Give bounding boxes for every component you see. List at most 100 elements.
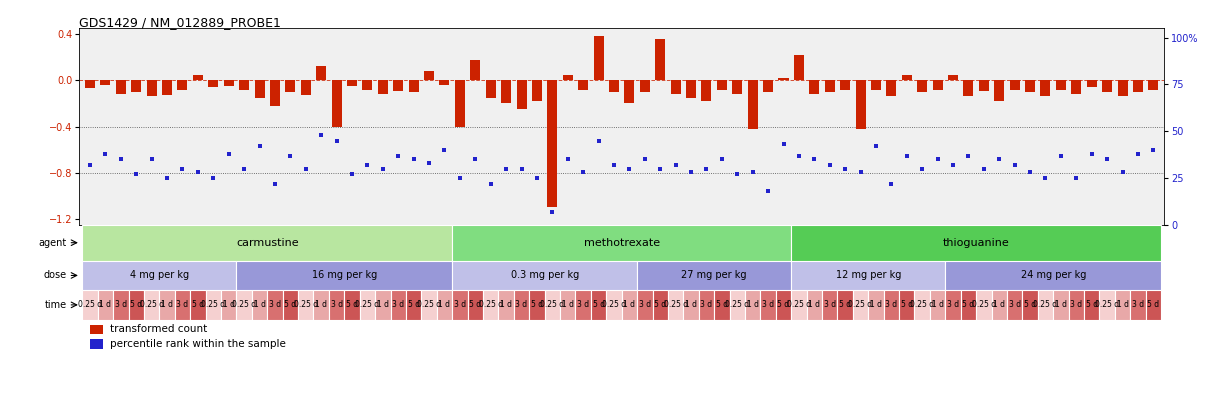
Text: 1 d: 1 d bbox=[254, 301, 266, 309]
Text: 1 d: 1 d bbox=[808, 301, 820, 309]
Bar bbox=[729, 290, 745, 320]
Bar bbox=[837, 290, 853, 320]
Text: 0.25 d: 0.25 d bbox=[972, 301, 996, 309]
Bar bbox=[239, 80, 249, 90]
Bar bbox=[995, 80, 1004, 101]
Text: 5 d: 5 d bbox=[530, 301, 542, 309]
Text: 1 d: 1 d bbox=[500, 301, 512, 309]
Text: dose: dose bbox=[44, 271, 67, 280]
Point bbox=[974, 165, 993, 172]
Bar bbox=[976, 290, 991, 320]
Point bbox=[219, 150, 239, 157]
Bar bbox=[236, 290, 252, 320]
Bar bbox=[560, 290, 575, 320]
Point bbox=[80, 162, 100, 168]
Text: 4 mg per kg: 4 mg per kg bbox=[129, 271, 189, 280]
Bar bbox=[610, 80, 619, 92]
Bar bbox=[624, 80, 634, 103]
Bar bbox=[684, 290, 698, 320]
Bar bbox=[83, 290, 98, 320]
Bar bbox=[900, 290, 914, 320]
Bar bbox=[1086, 80, 1097, 87]
Text: 5 d: 5 d bbox=[655, 301, 667, 309]
Bar bbox=[948, 75, 958, 80]
Text: 0.25 d: 0.25 d bbox=[78, 301, 102, 309]
Point bbox=[389, 152, 408, 159]
Text: 3 d: 3 d bbox=[115, 301, 127, 309]
Text: 5 d: 5 d bbox=[1086, 301, 1098, 309]
Point bbox=[1051, 152, 1070, 159]
Bar bbox=[578, 80, 589, 90]
Point bbox=[558, 156, 578, 162]
Bar bbox=[283, 290, 299, 320]
Bar bbox=[313, 290, 329, 320]
Text: 0.25 d: 0.25 d bbox=[417, 301, 441, 309]
Bar bbox=[933, 80, 942, 90]
Point bbox=[373, 165, 393, 172]
Text: 0.25 d: 0.25 d bbox=[786, 301, 811, 309]
Text: 1 d: 1 d bbox=[377, 301, 389, 309]
Bar bbox=[529, 290, 545, 320]
Bar bbox=[85, 80, 95, 88]
Bar bbox=[747, 80, 758, 129]
Text: 0.25 d: 0.25 d bbox=[663, 301, 688, 309]
Text: 0.25 d: 0.25 d bbox=[1095, 301, 1119, 309]
Point bbox=[758, 188, 778, 194]
Text: 1 d: 1 d bbox=[993, 301, 1006, 309]
Bar bbox=[652, 290, 668, 320]
Bar bbox=[698, 290, 714, 320]
Point bbox=[742, 169, 762, 176]
Point bbox=[512, 165, 531, 172]
Text: 3 d: 3 d bbox=[947, 301, 959, 309]
Bar bbox=[991, 290, 1007, 320]
Bar bbox=[791, 261, 945, 290]
Point bbox=[881, 180, 901, 187]
Bar bbox=[408, 80, 418, 92]
Point bbox=[867, 143, 886, 149]
Text: 3 d: 3 d bbox=[177, 301, 189, 309]
Bar bbox=[1084, 290, 1100, 320]
Point bbox=[296, 165, 316, 172]
Bar bbox=[686, 80, 696, 98]
Bar bbox=[224, 80, 234, 86]
Point bbox=[805, 156, 824, 162]
Bar bbox=[1115, 290, 1130, 320]
Text: 0.25 d: 0.25 d bbox=[725, 301, 750, 309]
Point bbox=[357, 162, 377, 168]
Point bbox=[835, 165, 855, 172]
Bar bbox=[822, 290, 837, 320]
Bar bbox=[791, 290, 807, 320]
Bar bbox=[963, 80, 974, 96]
Text: 1 d: 1 d bbox=[161, 301, 173, 309]
Point bbox=[589, 137, 608, 144]
Text: 0.25 d: 0.25 d bbox=[602, 301, 627, 309]
Bar bbox=[670, 80, 680, 94]
Text: GDS1429 / NM_012889_PROBE1: GDS1429 / NM_012889_PROBE1 bbox=[79, 16, 282, 29]
Bar bbox=[1130, 290, 1146, 320]
Text: 5 d: 5 d bbox=[716, 301, 728, 309]
Bar bbox=[714, 290, 729, 320]
Bar bbox=[591, 290, 606, 320]
Text: 3 d: 3 d bbox=[762, 301, 774, 309]
Point bbox=[1097, 156, 1117, 162]
Bar bbox=[655, 39, 666, 80]
Text: agent: agent bbox=[39, 238, 67, 248]
Text: 5 d: 5 d bbox=[592, 301, 605, 309]
Bar bbox=[394, 80, 403, 91]
Bar bbox=[884, 290, 900, 320]
Text: 0.25 d: 0.25 d bbox=[201, 301, 226, 309]
Text: 0.25 d: 0.25 d bbox=[1034, 301, 1058, 309]
Bar bbox=[886, 80, 896, 96]
Point bbox=[1036, 175, 1056, 181]
Bar bbox=[856, 80, 865, 129]
Bar bbox=[483, 290, 499, 320]
Point bbox=[897, 152, 917, 159]
Bar bbox=[745, 290, 761, 320]
Bar bbox=[779, 78, 789, 80]
Text: 5 d: 5 d bbox=[130, 301, 143, 309]
Text: 3 d: 3 d bbox=[393, 301, 405, 309]
Bar bbox=[255, 80, 265, 98]
Text: 1 d: 1 d bbox=[685, 301, 697, 309]
Point bbox=[990, 156, 1009, 162]
Bar bbox=[622, 290, 638, 320]
